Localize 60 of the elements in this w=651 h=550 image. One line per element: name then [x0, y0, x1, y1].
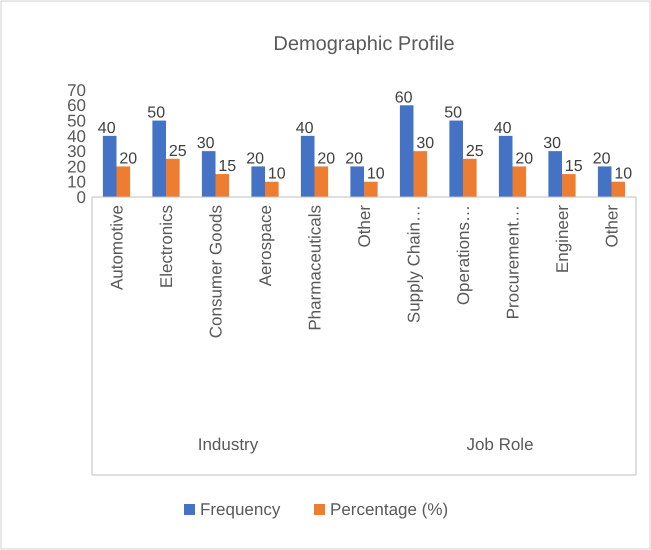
data-label: 40 [98, 120, 116, 137]
bar [116, 166, 130, 197]
bar [265, 182, 279, 197]
data-label: 25 [168, 142, 187, 160]
data-label: 20 [317, 150, 336, 168]
bar [314, 166, 328, 197]
data-label: 20 [246, 150, 264, 168]
bar [300, 136, 314, 197]
x-tick-label: Pharmaceuticals [306, 205, 324, 331]
data-label: 15 [564, 158, 583, 176]
data-label: 40 [296, 120, 314, 137]
legend-label: Frequency [200, 500, 281, 519]
data-label: 50 [147, 104, 166, 122]
data-label: 10 [366, 166, 385, 183]
x-tick-label: Operations… [454, 205, 473, 306]
x-tick-label: Automotive [108, 205, 126, 290]
data-label: 30 [416, 135, 434, 152]
chart-title: Demographic Profile [273, 33, 455, 55]
data-label: 30 [196, 135, 215, 152]
data-label: 60 [394, 89, 413, 106]
x-tick-label: Aerospace [256, 205, 275, 286]
x-tick-label: Procurement… [504, 205, 522, 320]
data-label: 50 [444, 104, 462, 122]
data-label: 20 [515, 150, 534, 168]
data-label: 40 [494, 120, 512, 137]
bar [216, 174, 230, 197]
data-label: 20 [119, 150, 138, 168]
bar [152, 120, 166, 197]
data-label: 10 [268, 166, 286, 183]
bar [548, 151, 562, 197]
x-tick-label: Electronics [157, 205, 176, 288]
bar [562, 174, 576, 197]
bar [498, 136, 512, 197]
data-label: 10 [614, 166, 632, 183]
bar [102, 136, 116, 197]
bar [251, 166, 265, 197]
text: Industry [198, 435, 259, 454]
data-label: 25 [466, 142, 484, 160]
x-tick-label: Engineer [553, 204, 572, 274]
bar [512, 166, 526, 197]
legend-label: Percentage (%) [330, 500, 448, 519]
text: Job Role [466, 435, 534, 454]
bar [166, 158, 180, 197]
x-tick-label: Consumer Goods [206, 205, 226, 338]
bar [598, 166, 612, 197]
data-label: 20 [345, 150, 364, 168]
x-tick-label: Supply Chain… [404, 205, 424, 324]
data-label: 15 [218, 158, 236, 176]
data-label: 30 [543, 135, 562, 152]
bar [350, 166, 364, 197]
bar [364, 182, 378, 197]
x-tick-label: Other [355, 204, 374, 248]
bar [400, 105, 414, 197]
bar [449, 120, 463, 197]
bar [463, 158, 477, 197]
x-tick-label: Other [602, 204, 622, 248]
bar [612, 182, 626, 197]
bar [414, 151, 428, 197]
data-label: 20 [592, 150, 611, 168]
bar [202, 151, 216, 197]
